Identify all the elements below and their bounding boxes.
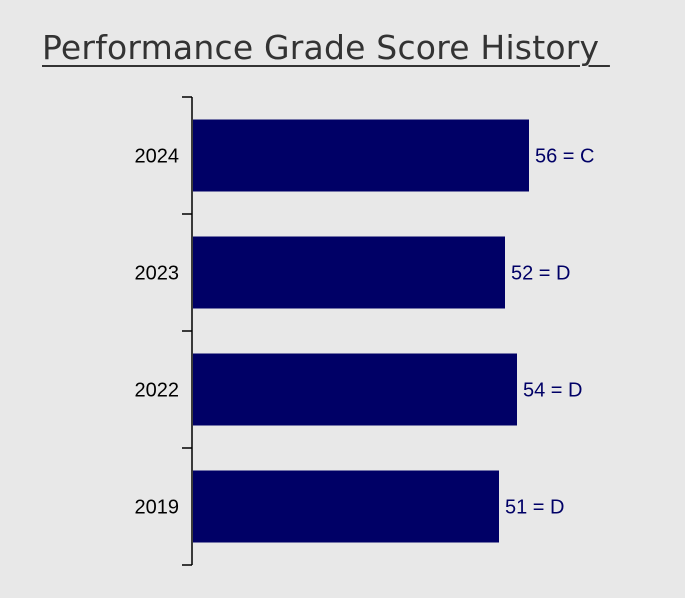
data-label-2022: 54 = D bbox=[523, 380, 582, 402]
data-label-2023: 52 = D bbox=[511, 263, 570, 285]
data-label-2019: 51 = D bbox=[505, 497, 564, 519]
labels-group: 2024 56 = C 2023 52 = D 2022 54 = D 2019 51 = D bbox=[135, 146, 595, 519]
bars-group bbox=[193, 119, 529, 543]
category-label-2023: 2023 bbox=[135, 263, 180, 285]
bar-2024 bbox=[193, 119, 529, 192]
bar-2023 bbox=[193, 236, 505, 309]
data-label-2024: 56 = C bbox=[535, 146, 594, 168]
category-label-2024: 2024 bbox=[135, 146, 180, 168]
category-label-2022: 2022 bbox=[135, 380, 180, 402]
y-axis bbox=[182, 96, 193, 566]
chart-title: Performance Grade Score History bbox=[42, 28, 610, 67]
category-label-2019: 2019 bbox=[135, 497, 180, 519]
bar-2019 bbox=[193, 470, 499, 543]
bar-2022 bbox=[193, 353, 517, 426]
